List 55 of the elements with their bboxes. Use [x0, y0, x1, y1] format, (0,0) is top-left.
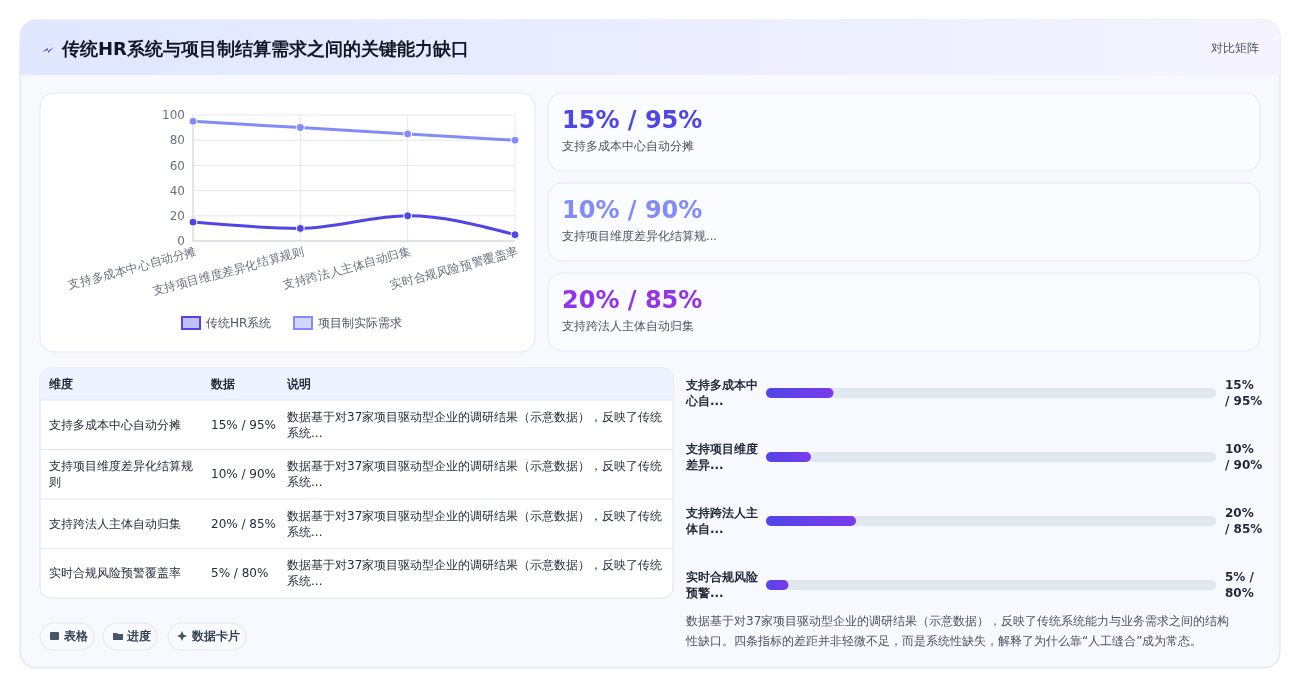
bar — [766, 516, 856, 526]
bar — [766, 388, 834, 398]
text: 数据基于对37家项目驱动型企业的调研结果（示意数据），反映了传统系统... — [287, 409, 663, 440]
text: 说明 — [286, 377, 311, 391]
y-tick-label: 支持项目维度差异... — [685, 442, 758, 472]
y-tick-label: 80 — [169, 133, 185, 148]
text: 支持多成本中心自动分摊 — [562, 139, 694, 153]
text: 10% / 90% — [562, 196, 703, 224]
text: 数据卡片 — [191, 629, 240, 643]
text: 15% / 95% — [562, 106, 703, 134]
point — [188, 217, 198, 227]
text: 数据基于对37家项目驱动型企业的调研结果（示意数据），反映了传统系统... — [287, 459, 663, 490]
text: 支持项目维度差异化结算规... — [562, 229, 717, 243]
bar — [766, 452, 811, 462]
point — [403, 129, 413, 139]
y-tick-label: 20 — [169, 209, 185, 223]
text: 20% / 85% — [211, 516, 277, 531]
text: 15% / 95% — [211, 417, 277, 432]
y-tick-label: 0 — [177, 234, 185, 249]
text: 支持多成本中心自动分摊 — [49, 417, 181, 432]
point — [295, 123, 305, 133]
text: 10% / 90% — [211, 467, 277, 482]
point — [510, 135, 520, 145]
y-tick-label: 支持多成本中心自... — [685, 378, 758, 408]
legend-label: 项目制实际需求 — [318, 316, 402, 331]
text: 支持跨法人主体自动归集 — [562, 319, 694, 333]
y-tick-label: 40 — [169, 183, 185, 198]
point — [510, 230, 520, 240]
text: 5% / 80% — [1225, 570, 1255, 600]
text: 实时合规风险预警覆盖率 — [49, 566, 181, 581]
bar — [766, 580, 789, 590]
y-tick-label: 实时合规风险预警... — [685, 570, 759, 600]
text: 20% / 85% — [562, 286, 703, 314]
text: 支持跨法人主体自动归集 — [49, 516, 181, 531]
y-tick-label: 60 — [169, 158, 185, 173]
text: 对比矩阵 — [1211, 41, 1259, 55]
text: 支持项目维度差异化结算规则 — [49, 459, 193, 490]
y-tick-label: 100 — [162, 108, 185, 123]
legend-label: 传统HR系统 — [206, 316, 272, 331]
text: 维度 — [48, 377, 73, 391]
text: 数据基于对37家项目驱动型企业的调研结果（示意数据），反映了传统系统... — [287, 508, 663, 539]
text: 15% / 95% — [1225, 378, 1263, 408]
annotation: 数据基于对37家项目驱动型企业的调研结果（示意数据），反映了传统系统能力与业务需求之间的结构性缺口。四条指标的差距并非轻微不足，而是系统性缺失，解释了为什么靠“人工缝合”成为常态。 — [685, 614, 1230, 648]
text: 表格 — [63, 629, 89, 643]
text: 数据 — [210, 377, 235, 391]
text: 10% / 90% — [1225, 442, 1263, 472]
point — [403, 211, 413, 221]
y-tick-label: 支持跨法人主体自... — [685, 506, 758, 536]
chart-title: 传统HR系统与项目制结算需求之间的关键能力缺口 — [61, 38, 469, 59]
text: 进度 — [126, 629, 151, 643]
text: 数据基于对37家项目驱动型企业的调研结果（示意数据），反映了传统系统... — [287, 558, 663, 589]
text: 20% / 85% — [1225, 506, 1263, 536]
text: 5% / 80% — [211, 566, 269, 581]
point — [188, 116, 198, 126]
point — [295, 223, 305, 233]
